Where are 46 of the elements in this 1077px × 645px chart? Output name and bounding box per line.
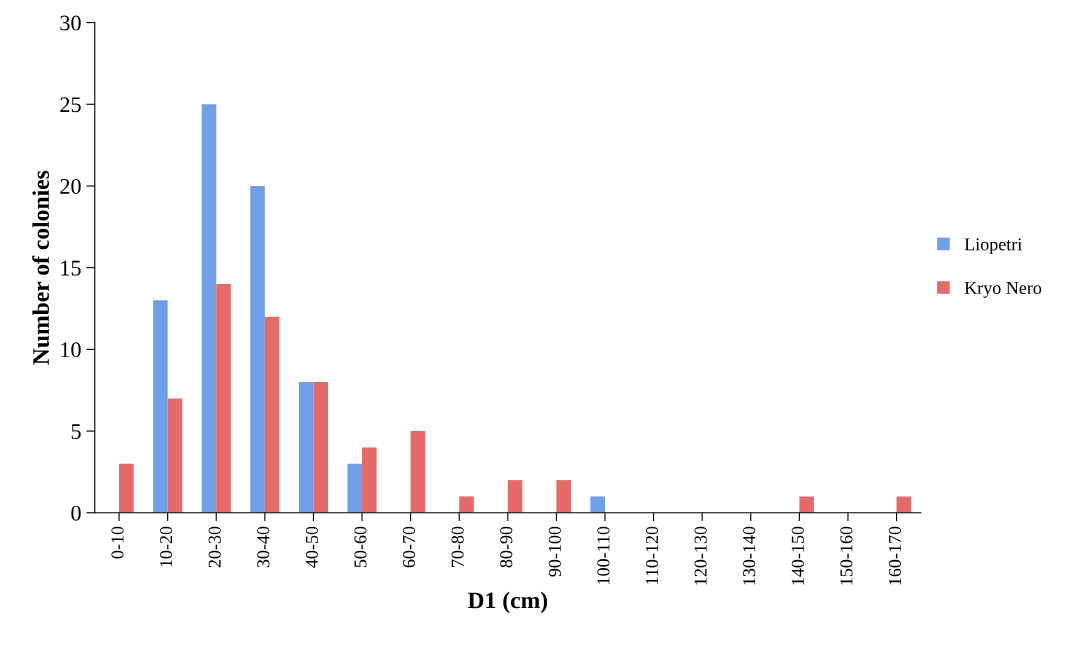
- x-tick-label: 70-80: [451, 526, 464, 567]
- x-tick-label: 20-30: [208, 526, 221, 568]
- x-tick-label: 160-170: [888, 526, 902, 585]
- bar: [119, 463, 134, 513]
- bar: [201, 104, 217, 513]
- y-tick-label: 10: [61, 342, 81, 358]
- bar: [556, 480, 571, 513]
- bar: [590, 496, 605, 513]
- bar: [459, 496, 474, 513]
- bar: [250, 185, 265, 513]
- bar: [313, 382, 329, 513]
- bar: [362, 447, 377, 513]
- x-tick-label: 110-120: [645, 526, 659, 584]
- y-tick-label: 0: [71, 505, 81, 521]
- x-tick-label: 80-90: [500, 526, 513, 568]
- x-tick-label: 0-10: [111, 526, 124, 559]
- bar: [896, 496, 912, 513]
- bar: [264, 316, 280, 513]
- legend-label: Liopetri: [964, 238, 1022, 255]
- x-tick-label: 100-110: [597, 526, 610, 584]
- bar: [799, 496, 814, 513]
- x-tick-label: 130-140: [743, 526, 756, 585]
- x-tick-label: 120-130: [694, 526, 707, 585]
- x-tick-label: 10-20: [160, 526, 173, 567]
- bar: [507, 480, 523, 513]
- x-tick-label: 40-50: [305, 526, 318, 568]
- x-tick-label: 140-150: [791, 526, 804, 585]
- x-tick-label: 60-70: [402, 526, 416, 568]
- bar: [410, 431, 426, 513]
- bar: [216, 284, 231, 513]
- x-tick-label: 150-160: [840, 526, 853, 585]
- x-tick-label: 30-40: [257, 526, 270, 568]
- x-axis-title: D1 (cm): [467, 591, 548, 614]
- y-tick-label: 20: [60, 178, 81, 194]
- y-axis-title: Number of colonies: [32, 170, 50, 365]
- x-tick-label: 90-100: [548, 526, 561, 577]
- bar: [167, 398, 183, 513]
- bar: [153, 300, 168, 513]
- y-tick-label: 30: [60, 15, 81, 31]
- y-tick-label: 25: [60, 97, 81, 113]
- y-tick-label: 5: [71, 424, 81, 439]
- bar: [347, 463, 363, 513]
- legend-label: Kryo Nero: [964, 282, 1042, 298]
- x-tick-label: 50-60: [354, 526, 367, 568]
- y-tick-label: 15: [61, 260, 81, 276]
- bar: [298, 382, 314, 513]
